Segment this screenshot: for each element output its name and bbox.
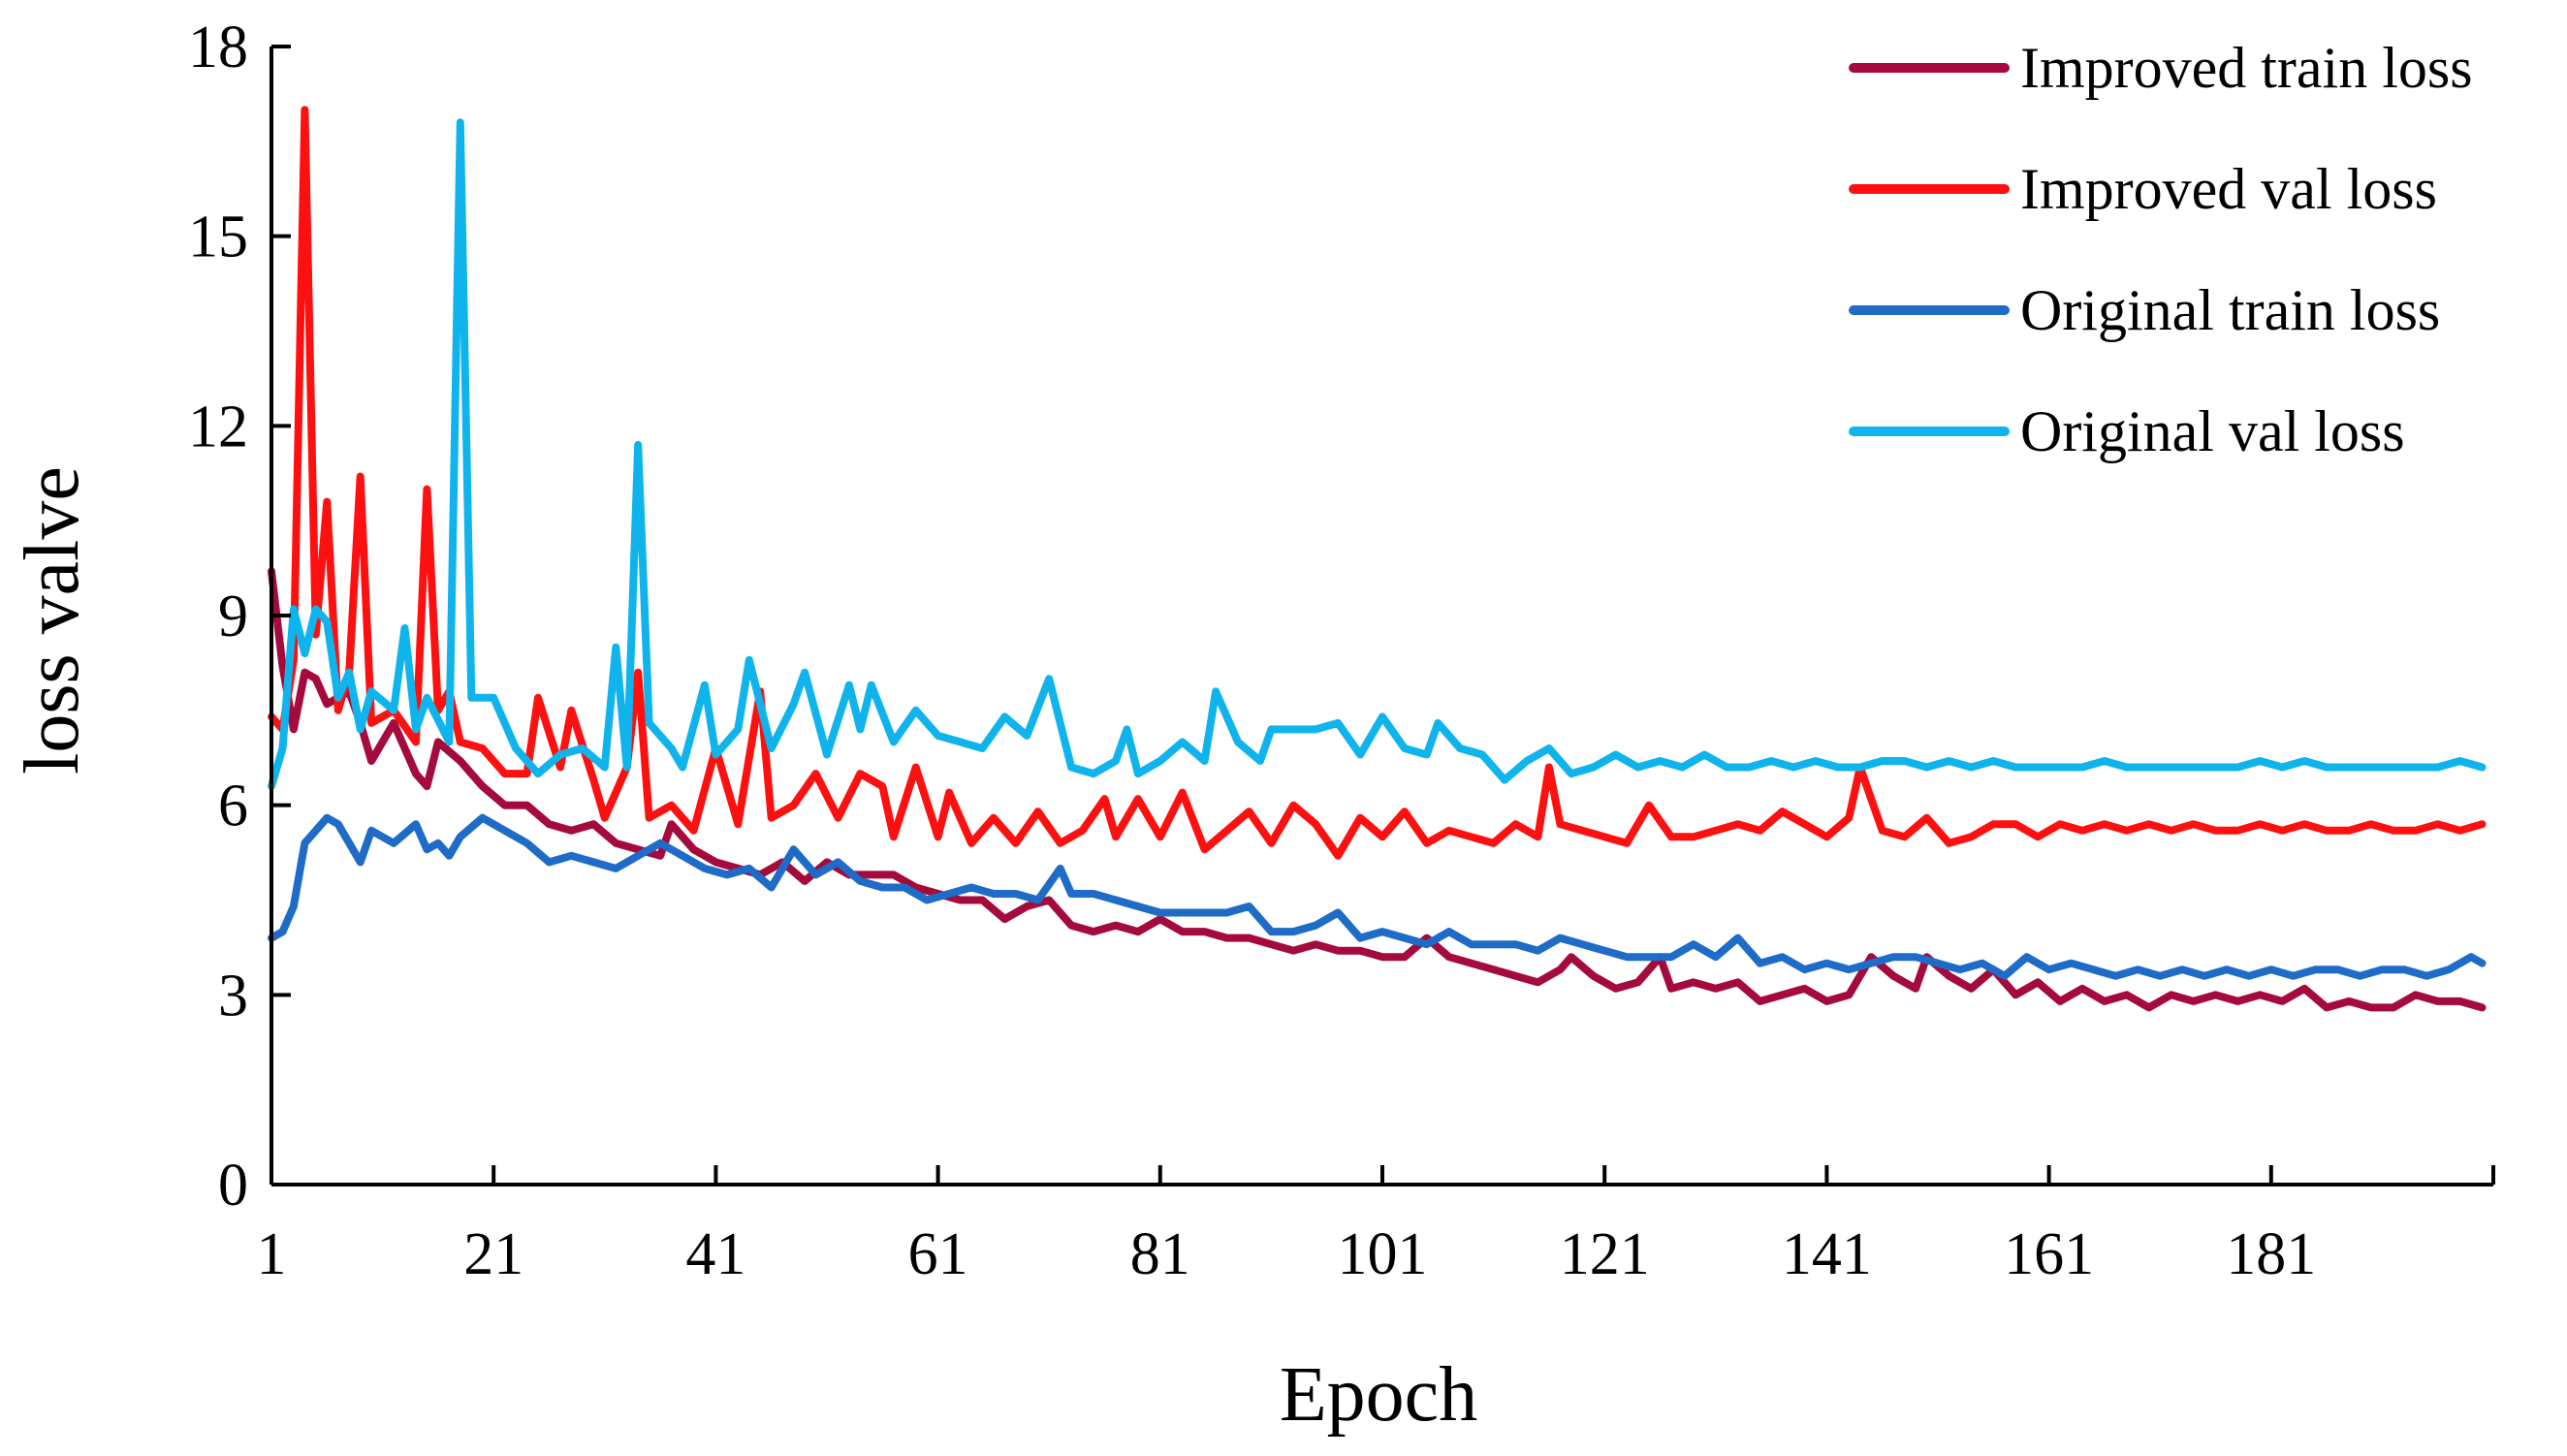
- legend-label: Original val loss: [2020, 399, 2405, 463]
- y-tick-label: 3: [218, 963, 248, 1029]
- y-tick-label: 18: [188, 15, 248, 80]
- legend-label: Improved val loss: [2020, 157, 2437, 221]
- x-tick-label: 81: [1130, 1221, 1190, 1287]
- legend-label: Original train loss: [2020, 278, 2440, 342]
- x-tick-label: 141: [1782, 1221, 1872, 1287]
- series-line-original-train-loss: [268, 813, 2487, 980]
- series-line-improved-val-loss: [268, 106, 2487, 860]
- x-axis-title: Epoch: [1280, 1352, 1477, 1438]
- x-tick-label: 101: [1338, 1221, 1428, 1287]
- y-tick-label: 0: [218, 1153, 248, 1219]
- x-tick-label: 161: [2004, 1221, 2094, 1287]
- series-line-improved-train-loss: [268, 567, 2487, 1012]
- x-tick-label: 21: [463, 1221, 523, 1287]
- x-tick-label: 41: [685, 1221, 745, 1287]
- x-tick-label: 181: [2226, 1221, 2316, 1287]
- y-tick-label: 9: [218, 584, 248, 649]
- x-tick-label: 61: [908, 1221, 968, 1287]
- legend-label: Improved train loss: [2020, 36, 2473, 100]
- legend: Improved train loss Improved val loss Orig…: [1849, 36, 2473, 463]
- y-tick-label: 15: [188, 205, 248, 270]
- y-tick-label: 12: [188, 394, 248, 459]
- y-tick-label: 6: [218, 774, 248, 839]
- y-axis-title: loss valve: [10, 466, 95, 775]
- x-tick-label: 121: [1560, 1221, 1650, 1287]
- series-layer: [268, 106, 2487, 1012]
- series-line-original-val-loss: [268, 118, 2487, 791]
- x-tick-label: 1: [257, 1221, 287, 1287]
